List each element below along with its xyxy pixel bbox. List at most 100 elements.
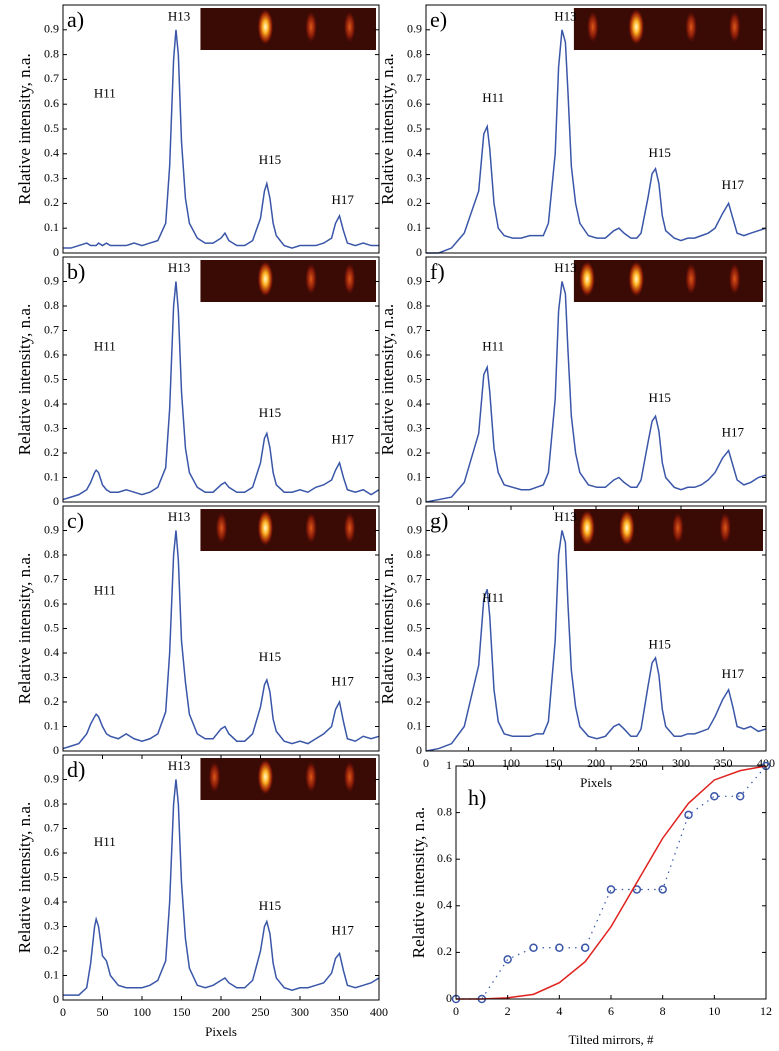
y-tick-label: 0.8 — [44, 547, 59, 561]
y-tick-label: 0 — [53, 494, 59, 508]
y-tick-label: 0.6 — [44, 596, 59, 610]
inset-spot — [343, 511, 356, 544]
x-tick-label: 200 — [212, 1005, 230, 1019]
inset-spot — [257, 758, 274, 795]
y-tick-label: 1 — [446, 758, 452, 772]
y-tick-label: 0.9 — [44, 771, 59, 785]
y-tick-label: 0 — [446, 991, 452, 1005]
x-tick-label: 8 — [660, 1004, 666, 1018]
y-tick-label: 0.3 — [407, 170, 422, 184]
harmonic-label: H17 — [722, 177, 745, 192]
inset-spot — [305, 760, 318, 793]
y-tick-label: 0.3 — [44, 918, 59, 932]
y-tick-label: 0.5 — [44, 121, 59, 135]
panel-label: h) — [468, 785, 486, 810]
y-tick-label: 0.5 — [44, 620, 59, 634]
inset-background — [573, 509, 763, 551]
harmonic-label: H11 — [482, 339, 504, 354]
inset-image — [200, 509, 376, 551]
inset-spot — [343, 262, 356, 295]
harmonic-label: H13 — [168, 260, 190, 275]
y-tick-label: 0.1 — [44, 718, 59, 732]
panel-label: b) — [67, 259, 85, 284]
inset-spot — [685, 10, 698, 43]
y-tick-label: 0.5 — [44, 371, 59, 385]
y-tick-label: 0.3 — [407, 420, 422, 434]
x-tick-label: 400 — [370, 1005, 388, 1019]
harmonic-label: H13 — [168, 758, 190, 773]
y-axis-label: Relative intensity, n.a. — [15, 553, 34, 704]
harmonic-label: H17 — [331, 432, 354, 447]
y-tick-label: 0.4 — [407, 396, 422, 410]
y-tick-label: 0.7 — [44, 322, 59, 336]
y-tick-label: 0 — [416, 743, 422, 757]
y-axis-label: Relative intensity, n.a. — [378, 53, 397, 204]
plot-frame — [455, 765, 767, 1000]
data-point — [606, 885, 616, 894]
y-tick-label: 0.9 — [407, 273, 422, 287]
panel-label: f) — [430, 259, 445, 284]
x-tick-label: 50 — [97, 1005, 109, 1019]
y-tick-label: 0.2 — [407, 694, 422, 708]
data-point — [580, 943, 590, 952]
y-tick-label: 0.4 — [407, 146, 422, 160]
y-axis-label: Relative intensity, n.a. — [15, 304, 34, 455]
inset-image — [573, 509, 763, 551]
inset-spot — [208, 760, 221, 793]
data-point — [503, 955, 512, 964]
x-tick-label: 50 — [463, 756, 475, 770]
harmonic-label: H13 — [554, 509, 576, 524]
inset-spot — [257, 260, 274, 297]
y-tick-label: 0.7 — [407, 322, 422, 336]
inset-image — [200, 758, 376, 800]
harmonic-label: H17 — [331, 192, 354, 207]
y-tick-label: 0.6 — [44, 347, 59, 361]
x-tick-label: 6 — [608, 1004, 614, 1018]
y-tick-label: 0.6 — [407, 96, 422, 110]
inset-spot — [671, 511, 684, 544]
y-tick-label: 0.6 — [437, 851, 452, 865]
harmonic-label: H17 — [331, 673, 354, 688]
data-point — [735, 792, 745, 801]
harmonic-label: H13 — [168, 509, 190, 524]
harmonic-label: H11 — [94, 583, 116, 598]
data-point — [555, 943, 564, 952]
harmonic-label: H11 — [94, 85, 116, 100]
x-tick-label: 0 — [60, 1005, 66, 1019]
x-tick-label: 300 — [672, 756, 690, 770]
panel-label: c) — [67, 508, 84, 533]
series-line — [425, 530, 767, 752]
harmonic-label: H11 — [94, 339, 116, 354]
y-tick-label: 0.5 — [407, 620, 422, 634]
harmonic-label: H13 — [554, 8, 576, 23]
y-tick-label: 0.3 — [44, 420, 59, 434]
series-line — [425, 281, 767, 503]
y-tick-label: 0.9 — [407, 22, 422, 36]
y-tick-label: 0.8 — [407, 46, 422, 60]
harmonic-label: H11 — [94, 834, 116, 849]
inset-spot — [628, 260, 645, 297]
y-tick-label: 0.4 — [44, 894, 59, 908]
y-tick-label: 0.6 — [407, 596, 422, 610]
x-tick-label: 150 — [173, 1005, 191, 1019]
harmonic-label: H17 — [331, 922, 354, 937]
inset-spot — [579, 509, 596, 546]
x-tick-label: 0 — [453, 1004, 459, 1018]
y-tick-label: 0.3 — [407, 669, 422, 683]
inset-spot — [305, 511, 318, 544]
y-axis-label: Relative intensity, n.a. — [15, 802, 34, 953]
y-axis-label: Relative intensity, n.a. — [15, 53, 34, 204]
data-point — [529, 943, 538, 952]
y-axis-label: Relative intensity, n.a. — [378, 304, 397, 455]
inset-spot — [728, 262, 741, 295]
y-tick-label: 0.6 — [44, 96, 59, 110]
series-line — [456, 765, 767, 1000]
harmonic-label: H17 — [722, 666, 745, 681]
harmonic-label: H15 — [649, 145, 671, 160]
series-line — [63, 29, 379, 249]
inset-spot — [343, 760, 356, 793]
harmonic-label: H13 — [168, 8, 190, 23]
y-tick-label: 0.4 — [44, 146, 59, 160]
x-tick-label: 300 — [291, 1005, 309, 1019]
x-tick-label: 100 — [133, 1005, 151, 1019]
